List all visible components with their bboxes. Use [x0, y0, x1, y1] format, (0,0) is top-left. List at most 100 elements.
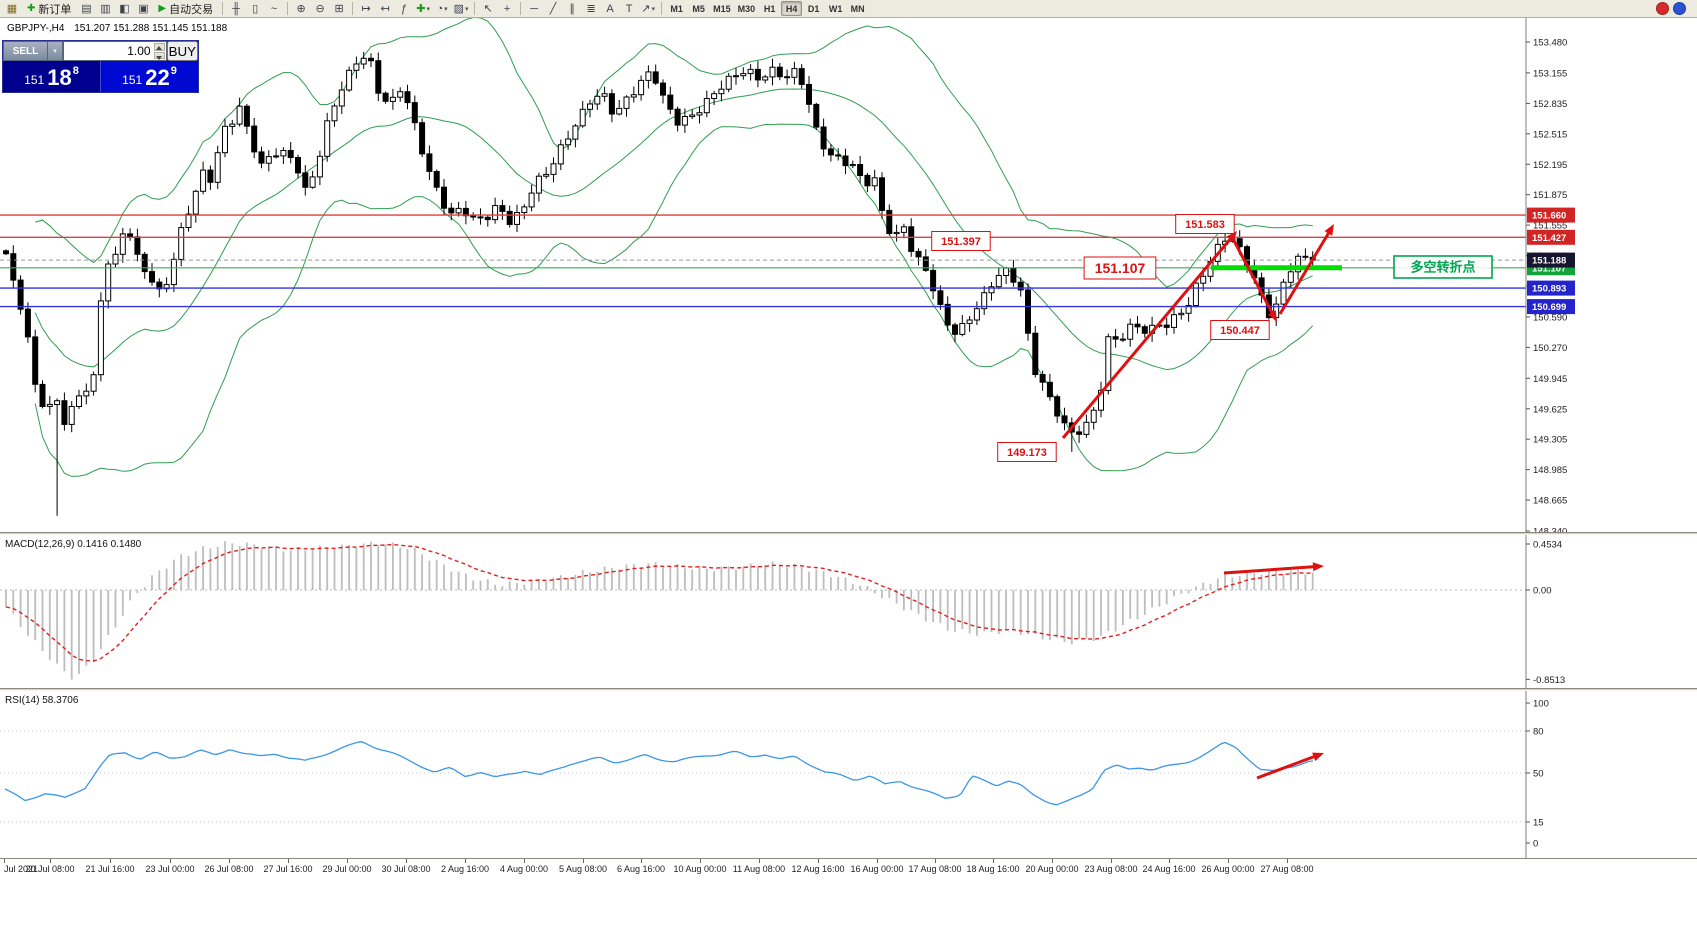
sell-price-point: 8: [72, 65, 79, 77]
toolbar-add-indicator-icon[interactable]: ✚ ▾: [414, 1, 432, 17]
toolbar-label-tool-icon[interactable]: T: [620, 1, 638, 17]
timeframe-D1[interactable]: D1: [807, 3, 820, 14]
toolbar-indicators-icon[interactable]: ƒ: [395, 1, 413, 17]
timeframe-M15[interactable]: M15: [713, 3, 731, 14]
toolbar-templates-icon[interactable]: ▨ ▾: [452, 1, 470, 17]
timeframe-M5[interactable]: M5: [692, 3, 705, 14]
channel-tool-icon: ∥: [569, 3, 575, 15]
svg-text:151.188: 151.188: [1532, 256, 1566, 267]
price-label-150.447[interactable]: 150.447: [1210, 320, 1270, 340]
toolbar-autotrading-button[interactable]: ▶ 自动交易: [153, 1, 218, 17]
timeframe-W1[interactable]: W1: [828, 3, 843, 14]
rsi-panel[interactable]: 100 80 50 15 0: [0, 691, 1697, 858]
toolbar-cursor-icon[interactable]: ↖: [479, 1, 497, 17]
red-indicator-icon[interactable]: [1656, 2, 1669, 15]
trend-arrow[interactable]: [1256, 752, 1324, 780]
price-tag-150.893: 150.893: [1527, 280, 1575, 296]
toolbar-zoom-in-icon[interactable]: ⊕: [292, 1, 310, 17]
price-axis-label: 151.875: [1533, 190, 1567, 201]
price-label-149.173[interactable]: 149.173: [997, 442, 1057, 462]
toolbar-right-icons: [1656, 2, 1694, 15]
toolbar-new-order-button[interactable]: ✚ 新订单: [22, 1, 76, 17]
toolbar-arrows-tool-icon[interactable]: ↗ ▾: [639, 1, 657, 17]
timeframe-H4[interactable]: H4: [781, 1, 803, 16]
timeframe-H1[interactable]: H1: [763, 3, 776, 14]
price-label-151.397[interactable]: 151.397: [931, 231, 991, 251]
trend-arrow[interactable]: [1230, 236, 1277, 322]
bar-chart-mode-icon: ╫: [232, 2, 240, 15]
toolbar-candlestick-mode-icon[interactable]: ▯: [246, 1, 264, 17]
time-axis-label: 27 Aug 08:00: [1260, 864, 1314, 874]
buy-button[interactable]: BUY: [166, 41, 198, 61]
buy-price[interactable]: 151 22 9: [100, 61, 198, 92]
bb-lower-band: [34, 123, 1314, 477]
bb-middle-band: [34, 88, 1313, 371]
volume-dropdown-button[interactable]: ▾: [48, 41, 63, 61]
zoom-in-icon: ⊕: [296, 3, 306, 15]
arrows-tool-icon: ↗: [641, 3, 651, 15]
toolbar-bar-chart-mode-icon[interactable]: ╫: [227, 1, 245, 17]
time-axis[interactable]: Jul 2021 20 Jul 08:00 21 Jul 16:00 23 Jul 0…: [0, 858, 1697, 880]
sell-price[interactable]: 151 18 8: [3, 61, 100, 92]
sell-price-prefix: 151: [24, 73, 45, 87]
trend-arrow[interactable]: [1223, 562, 1324, 575]
macd-signal-line: [5, 543, 1313, 662]
new-order-label: 新订单: [38, 3, 72, 16]
price-axis[interactable]: 153.480 153.155 152.835 152.515 152.195 151.8…: [1525, 18, 1697, 532]
toolbar-tile-windows-icon[interactable]: ⊞: [330, 1, 348, 17]
toolbar-line-chart-mode-icon[interactable]: ~: [265, 1, 283, 17]
caret-down-icon: ▾: [444, 5, 448, 13]
sell-button[interactable]: SELL: [3, 41, 48, 61]
price-axis-label: 149.305: [1533, 435, 1567, 446]
toolbar-data-window-icon[interactable]: ▥: [96, 1, 114, 17]
one-click-trading-panel: SELL ▾ BUY 151 18 8 151 22 9: [2, 40, 199, 93]
volume-increase-button[interactable]: [153, 43, 165, 51]
time-axis-label: 16 Aug 00:00: [850, 864, 904, 874]
chart-surface[interactable]: [0, 18, 1526, 532]
time-tick: [641, 859, 642, 863]
toolbar-text-tool-icon[interactable]: A: [601, 1, 619, 17]
toolbar-trendline-tool-icon[interactable]: ╱: [544, 1, 562, 17]
time-axis-label: 24 Aug 16:00: [1142, 864, 1196, 874]
toolbar-horizontal-line-tool-icon[interactable]: ─: [525, 1, 543, 17]
toolbar-periods-icon[interactable]: ◔ ▾: [433, 1, 451, 17]
trend-arrow[interactable]: [1278, 224, 1334, 315]
panel-separator[interactable]: [0, 688, 1697, 691]
timeframe-M30[interactable]: M30: [737, 3, 756, 14]
price-label-151.107[interactable]: 151.107: [1083, 256, 1157, 280]
volume-decrease-button[interactable]: [153, 51, 165, 59]
panel-separator[interactable]: [0, 532, 1697, 535]
toolbar-channel-tool-icon[interactable]: ∥: [563, 1, 581, 17]
volume-input[interactable]: [64, 42, 166, 60]
toolbar-chart-window-icon[interactable]: ▦: [3, 1, 21, 17]
toolbar-terminal-icon[interactable]: ▣: [134, 1, 152, 17]
macd-axis-label: 0.00: [1533, 586, 1552, 597]
time-axis-label: 21 Jul 16:00: [85, 864, 135, 874]
macd-axis[interactable]: 0.4534 0.00 -0.8513: [1525, 535, 1697, 688]
svg-text:151.660: 151.660: [1532, 211, 1566, 222]
timeframe-MN[interactable]: MN: [850, 3, 865, 14]
toolbar-zoom-out-icon[interactable]: ⊖: [311, 1, 329, 17]
toolbar-navigator-icon[interactable]: ◧: [115, 1, 133, 17]
toolbar-chart-shift-icon[interactable]: ↤: [376, 1, 394, 17]
macd-panel[interactable]: 0.4534 0.00 -0.8513: [0, 535, 1697, 688]
toolbar-auto-scroll-icon[interactable]: ↦: [357, 1, 375, 17]
ohlc-values: 151.207 151.288 151.145 151.188: [74, 23, 228, 34]
toolbar-market-watch-icon[interactable]: ▤: [77, 1, 95, 17]
svg-text:多空转折点: 多空转折点: [1410, 260, 1475, 275]
turning-point-note[interactable]: 多空转折点: [1393, 255, 1493, 279]
macd-surface[interactable]: [0, 535, 1526, 688]
time-tick: [818, 859, 819, 863]
time-axis-label: 2 Aug 16:00: [440, 864, 490, 874]
timeframe-M1[interactable]: M1: [670, 3, 683, 14]
zoom-out-icon: ⊖: [315, 3, 325, 15]
rsi-surface[interactable]: [0, 691, 1526, 858]
toolbar-crosshair-icon[interactable]: +: [498, 1, 516, 17]
blue-indicator-icon[interactable]: [1673, 2, 1686, 15]
main-chart[interactable]: 151.583 151.397 151.107 150.447 149.173 多空转折点…: [0, 18, 1697, 532]
rsi-axis[interactable]: 100 80 50 15 0: [1525, 691, 1697, 858]
price-tag-151.427: 151.427: [1527, 229, 1575, 245]
toolbar-fibonacci-tool-icon[interactable]: ≣: [582, 1, 600, 17]
price-label-151.583[interactable]: 151.583: [1175, 214, 1235, 234]
